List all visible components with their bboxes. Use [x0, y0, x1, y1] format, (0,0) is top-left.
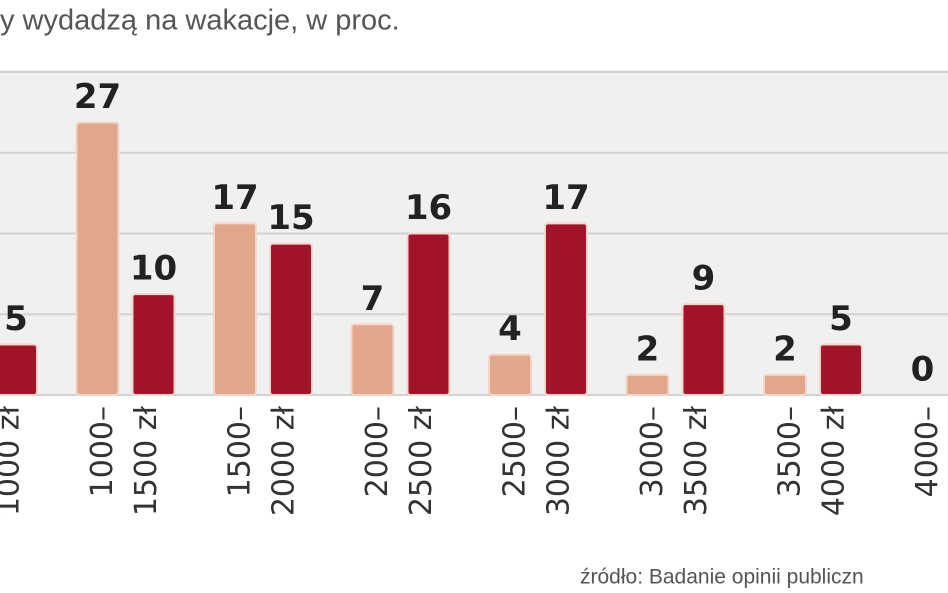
chart-title: y wydadzą na wakacje, w proc.	[0, 5, 400, 37]
bar	[625, 373, 670, 396]
x-tick-label: 1000–	[85, 406, 120, 497]
x-tick-label: 3500 zł	[679, 406, 714, 517]
value-label: 7	[361, 279, 385, 319]
bar	[350, 323, 395, 396]
x-tick-label: 4000 zł	[817, 406, 852, 517]
x-tick-label: 4000–	[910, 406, 945, 497]
bar	[131, 293, 176, 396]
x-tick-label: 3000–	[635, 406, 670, 497]
x-tick-label: 3500–	[773, 406, 808, 497]
source-note: źródło: Badanie opinii publiczn	[580, 566, 864, 589]
value-label: 17	[542, 178, 589, 218]
bar	[0, 343, 38, 396]
bar	[763, 373, 807, 396]
value-label: 4	[498, 309, 522, 349]
bar	[213, 222, 257, 396]
bar	[75, 121, 120, 396]
bar	[681, 303, 726, 396]
x-tick-label: 1500 zł	[129, 406, 164, 517]
value-label: 10	[130, 249, 177, 289]
value-label: 0	[911, 350, 935, 390]
bar	[819, 343, 863, 396]
x-tick-label: 1500–	[223, 406, 258, 497]
bar	[269, 242, 313, 396]
x-tick-label: 3000 zł	[542, 406, 577, 517]
bar	[488, 353, 532, 396]
value-label: 5	[829, 299, 853, 339]
value-label: 15	[267, 198, 314, 238]
value-label: 16	[405, 188, 452, 228]
value-label: 17	[211, 178, 258, 218]
value-label: 9	[692, 259, 716, 299]
value-label: 2	[636, 329, 660, 369]
x-tick-label: 2000–	[360, 406, 395, 497]
x-tick-label: 1000 zł	[0, 406, 27, 517]
value-label: 27	[74, 77, 121, 117]
value-label: 2	[773, 329, 797, 369]
bar	[406, 232, 451, 396]
bar	[544, 222, 588, 396]
x-tick-label: 2000 zł	[267, 406, 302, 517]
x-tick-label: 2500 zł	[404, 406, 439, 517]
x-tick-label: 2500–	[498, 406, 533, 497]
value-label: 5	[4, 299, 28, 339]
